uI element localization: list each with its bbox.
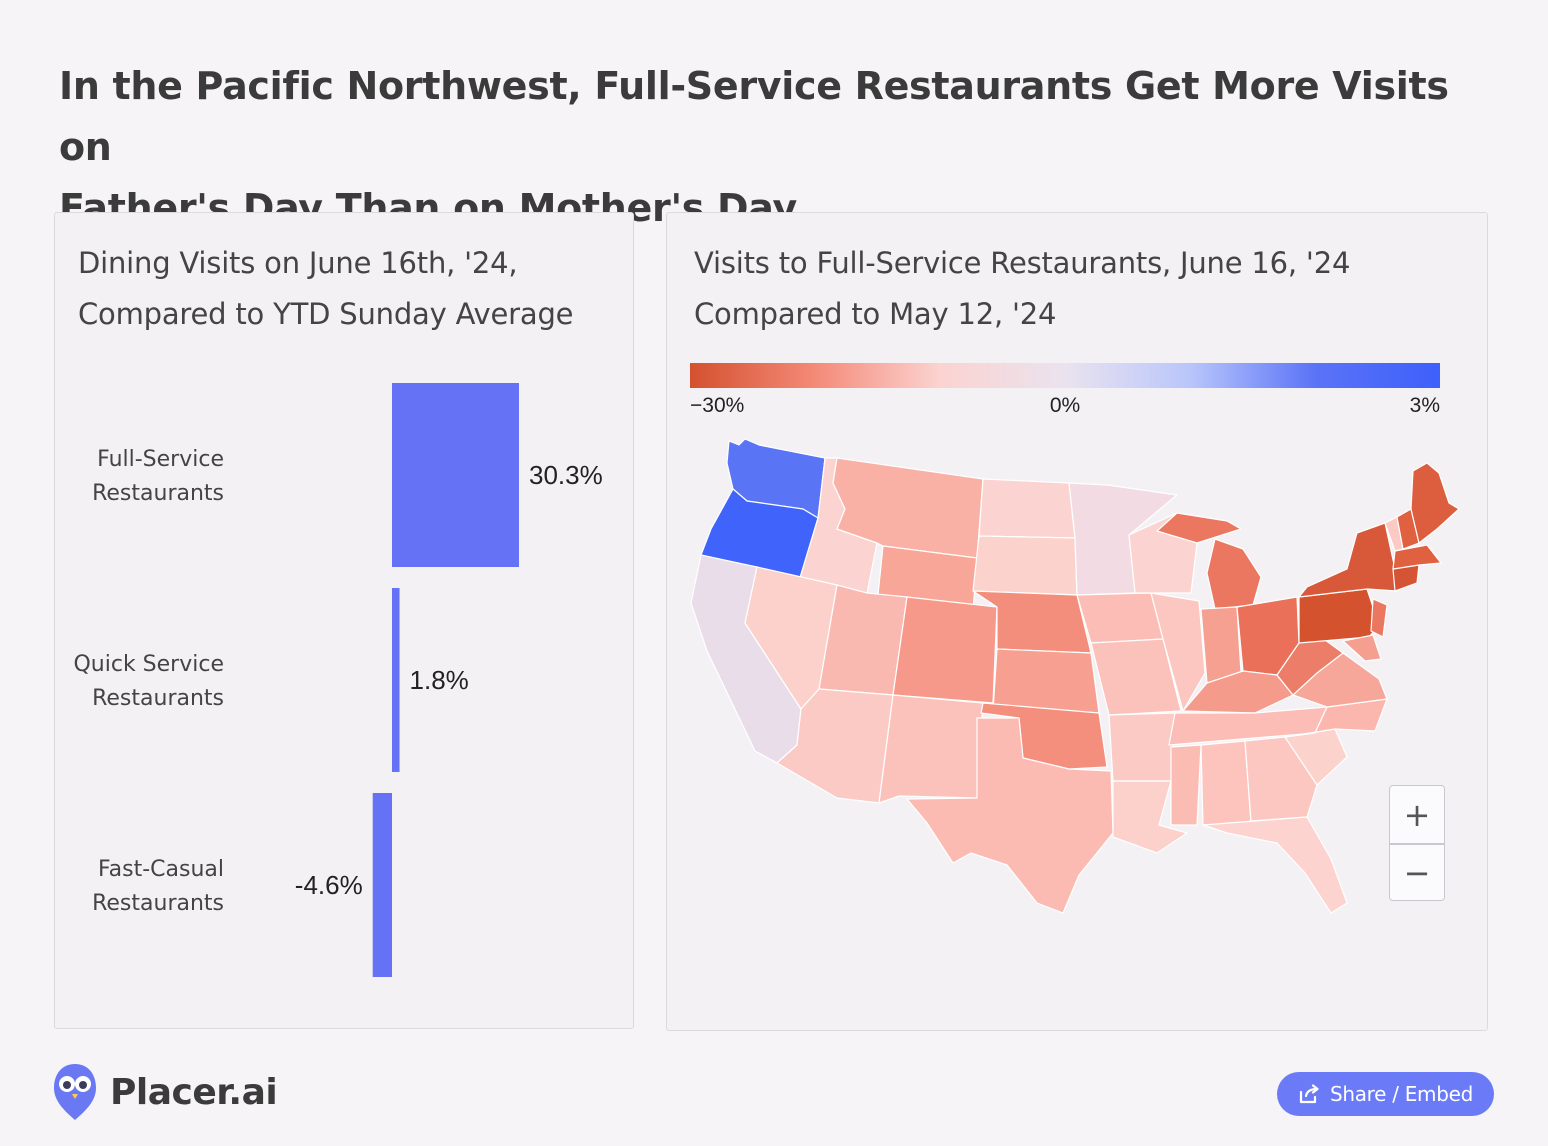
state-illinois[interactable] bbox=[1150, 592, 1206, 712]
bar-chart-title-line-1: Dining Visits on June 16th, '24, bbox=[78, 246, 518, 280]
map-zoom-controls: + − bbox=[1389, 785, 1445, 901]
headline: In the Pacific Northwest, Full-Service R… bbox=[59, 56, 1479, 239]
map-title-line-2: Compared to May 12, '24 bbox=[694, 297, 1057, 331]
bar-chart: 30.3% Full-Service Restaurants 1.8% Quick Se… bbox=[73, 383, 603, 977]
state-maryland-delaware[interactable] bbox=[1342, 634, 1382, 662]
state-arkansas[interactable] bbox=[1108, 712, 1176, 782]
share-embed-label: Share / Embed bbox=[1329, 1082, 1474, 1106]
state-missouri[interactable] bbox=[1090, 638, 1182, 716]
state-indiana[interactable] bbox=[1200, 606, 1242, 684]
state-maine[interactable] bbox=[1410, 462, 1460, 544]
brand-logo[interactable]: Placer.ai bbox=[52, 1062, 278, 1122]
bar-value-label-0: 30.3% bbox=[529, 460, 603, 490]
state-colorado[interactable] bbox=[892, 596, 998, 704]
state-kansas[interactable] bbox=[992, 648, 1100, 714]
bar-value-label-2: -4.6% bbox=[295, 870, 363, 900]
bar-chart-title-line-2: Compared to YTD Sunday Average bbox=[78, 297, 574, 331]
map-panel: Visits to Full-Service Restaurants, June… bbox=[666, 212, 1488, 1031]
bar-value-label-1: 1.8% bbox=[410, 665, 469, 695]
colorbar-tick-max: 3% bbox=[1410, 394, 1440, 417]
share-embed-button[interactable]: Share / Embed bbox=[1277, 1072, 1494, 1116]
state-michigan-lower[interactable] bbox=[1206, 538, 1262, 610]
bar-0[interactable] bbox=[392, 383, 519, 567]
share-icon bbox=[1299, 1084, 1319, 1104]
map-title-line-1: Visits to Full-Service Restaurants, June… bbox=[694, 246, 1351, 280]
zoom-divider bbox=[1390, 843, 1444, 845]
colorbar-tick-min: −30% bbox=[690, 394, 744, 417]
brand-name: Placer.ai bbox=[110, 1071, 278, 1113]
state-new-mexico[interactable] bbox=[878, 694, 984, 804]
state-new-york[interactable] bbox=[1298, 522, 1398, 598]
choropleth-map[interactable]: −30% 0% 3% bbox=[667, 213, 1487, 1030]
state-south-dakota[interactable] bbox=[972, 535, 1078, 596]
map-title: Visits to Full-Service Restaurants, June… bbox=[694, 238, 1350, 340]
bar-2[interactable] bbox=[372, 793, 392, 977]
state-new-jersey[interactable] bbox=[1370, 598, 1388, 638]
owl-icon bbox=[54, 1064, 96, 1120]
bar-category-label-2: Fast-Casual Restaurants bbox=[92, 857, 224, 916]
state-iowa[interactable] bbox=[1076, 592, 1164, 644]
bar-1[interactable] bbox=[392, 588, 400, 772]
state-texas[interactable] bbox=[906, 717, 1114, 914]
bar-category-label-1: Quick Service Restaurants bbox=[73, 652, 224, 711]
zoom-out-button[interactable]: − bbox=[1403, 854, 1431, 892]
state-florida[interactable] bbox=[1202, 816, 1348, 914]
colorbar-tick-zero: 0% bbox=[1050, 394, 1080, 417]
headline-line-1: In the Pacific Northwest, Full-Service R… bbox=[59, 64, 1449, 169]
state-alabama[interactable] bbox=[1200, 740, 1252, 826]
zoom-in-button[interactable]: + bbox=[1403, 795, 1431, 834]
bar-chart-panel: Dining Visits on June 16th, '24, Compare… bbox=[54, 212, 634, 1029]
state-mississippi[interactable] bbox=[1170, 744, 1202, 826]
bar-category-label-0: Full-Service Restaurants bbox=[92, 447, 224, 506]
state-michigan-upper[interactable] bbox=[1156, 512, 1242, 544]
colorbar bbox=[690, 363, 1440, 388]
state-massachusetts[interactable] bbox=[1392, 544, 1442, 570]
state-north-dakota[interactable] bbox=[978, 478, 1076, 539]
bar-chart-title: Dining Visits on June 16th, '24, Compare… bbox=[78, 238, 574, 340]
state-pennsylvania[interactable] bbox=[1298, 588, 1380, 644]
